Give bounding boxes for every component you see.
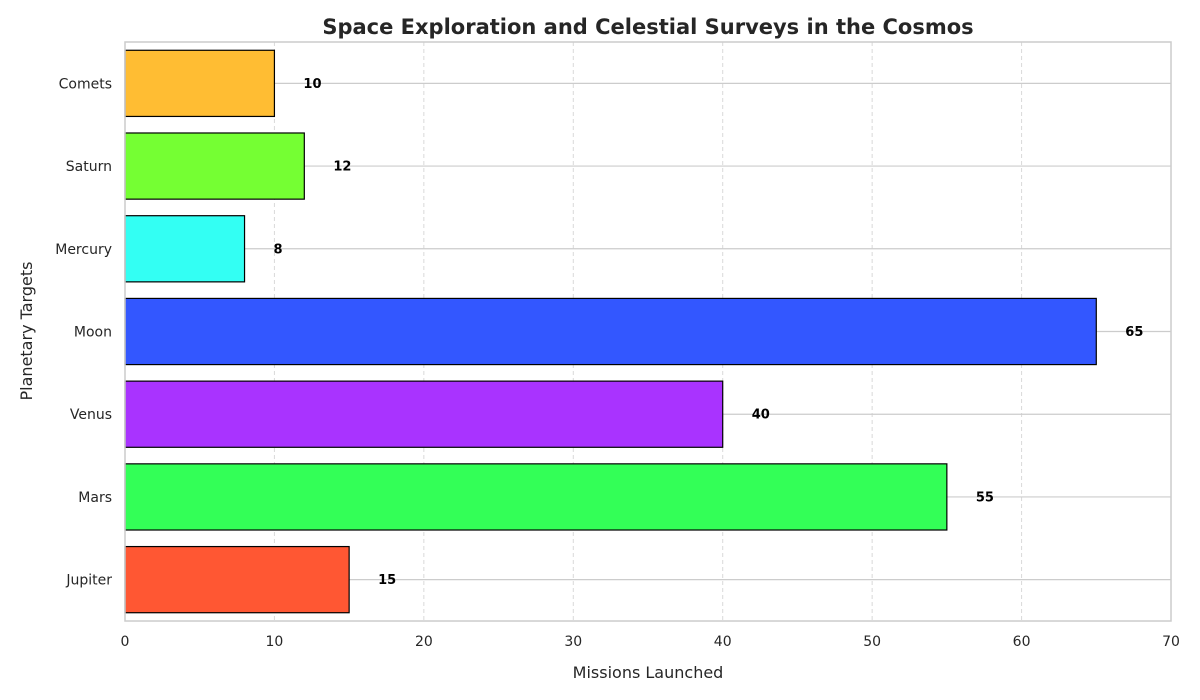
x-tick-label: 60 — [1013, 634, 1031, 650]
y-tick-labels: Jupiter Mars Venus Moon Mercury Saturn Comets — [55, 76, 112, 588]
data-label-venus: 40 — [752, 408, 770, 423]
bar-mars — [124, 463, 948, 531]
x-tick-label: 20 — [415, 634, 433, 650]
data-label-comets: 10 — [303, 77, 321, 92]
y-tick-label: Venus — [70, 407, 112, 423]
y-tick-label: Comets — [59, 76, 112, 92]
y-tick-label: Mercury — [55, 242, 112, 258]
bar-venus — [124, 380, 724, 448]
y-tick-label: Jupiter — [65, 573, 112, 589]
x-tick-label: 70 — [1162, 634, 1180, 650]
data-labels: 15 55 40 65 8 12 10 — [274, 77, 1144, 588]
x-tick-label: 10 — [266, 634, 284, 650]
data-label-saturn: 12 — [333, 160, 351, 175]
y-axis-label: Planetary Targets — [17, 262, 36, 401]
y-tick-label: Moon — [74, 325, 112, 341]
chart-title: Space Exploration and Celestial Surveys … — [322, 15, 973, 39]
x-tick-label: 40 — [714, 634, 732, 650]
bars — [124, 49, 1097, 614]
bar-saturn — [124, 132, 305, 200]
bar-jupiter — [124, 545, 350, 614]
y-tick-label: Saturn — [66, 159, 112, 175]
x-axis-label: Missions Launched — [573, 663, 724, 682]
bar-moon — [124, 297, 1097, 366]
x-tick-label: 30 — [564, 634, 582, 650]
y-tick-label: Mars — [78, 490, 112, 506]
plot-frame — [124, 41, 1172, 622]
data-label-mars: 55 — [976, 490, 994, 505]
x-tick-label: 50 — [863, 634, 881, 650]
data-label-jupiter: 15 — [378, 573, 396, 588]
x-tick-labels: 0 10 20 30 40 50 60 70 — [121, 634, 1180, 650]
data-label-moon: 65 — [1125, 325, 1143, 340]
x-tick-label: 0 — [121, 634, 130, 650]
data-label-mercury: 8 — [274, 242, 283, 257]
bar-mercury — [124, 215, 246, 283]
bar-comets — [124, 49, 276, 118]
